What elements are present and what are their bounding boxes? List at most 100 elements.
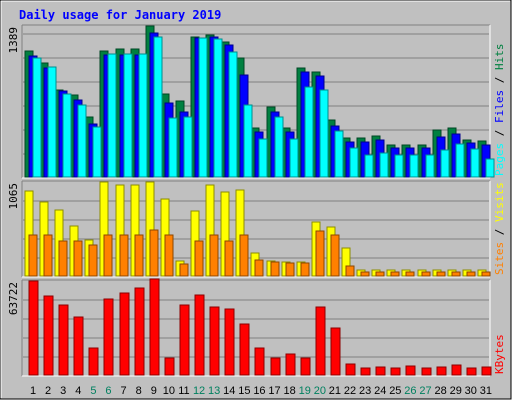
legend-entry-pages: Pages xyxy=(493,143,506,176)
bar-kbytes-day-1-16 xyxy=(254,347,265,376)
bar-kbytes-day-1-29 xyxy=(451,364,462,376)
legend: KBytes xyxy=(493,334,506,374)
bar-pages-day-3-26 xyxy=(409,154,419,178)
bar-pages-day-3-29 xyxy=(455,143,465,178)
x-tick-label: 21 xyxy=(329,385,341,397)
legend-separator: / xyxy=(493,70,506,90)
bar-sites-day-2-30 xyxy=(466,271,476,277)
x-tick-label: 11 xyxy=(178,385,189,397)
bar-sites-day-2-12 xyxy=(194,240,204,277)
bar-kbytes-day-1-20 xyxy=(315,306,326,376)
bar-pages-day-3-1 xyxy=(32,57,42,178)
bar-pages-day-3-14 xyxy=(228,51,238,178)
legend-entry-visits: Visits xyxy=(493,182,506,222)
x-tick-label: 5 xyxy=(90,385,96,397)
bar-sites-day-2-16 xyxy=(254,259,264,277)
bar-kbytes-day-1-21 xyxy=(330,327,341,376)
x-tick-label: 26 xyxy=(404,385,416,397)
bar-kbytes-day-1-13 xyxy=(209,306,220,376)
x-tick-label: 9 xyxy=(151,385,157,397)
bar-sites-day-2-23 xyxy=(360,271,370,277)
x-tick-label: 22 xyxy=(344,385,356,397)
bar-pages-day-3-16 xyxy=(258,138,268,178)
bar-sites-day-2-11 xyxy=(179,263,189,277)
bar-kbytes-day-1-9 xyxy=(149,278,160,376)
bar-sites-day-2-22 xyxy=(345,265,355,277)
bar-kbytes-day-1-7 xyxy=(119,292,130,376)
bar-sites-day-2-19 xyxy=(300,262,310,277)
bar-kbytes-day-1-12 xyxy=(194,294,205,376)
legend: Pages / Files / Hits xyxy=(493,44,506,177)
bar-pages-day-3-3 xyxy=(62,93,72,178)
bar-kbytes-day-1-8 xyxy=(134,287,145,376)
bar-kbytes-day-1-22 xyxy=(345,363,356,376)
x-tick-label: 7 xyxy=(121,385,127,397)
bar-sites-day-2-6 xyxy=(103,234,113,277)
panel-2: 1065 Sites / Visits xyxy=(7,180,506,278)
x-tick-label: 19 xyxy=(299,385,311,397)
bar-sites-day-2-21 xyxy=(330,234,340,277)
legend-entry-kbytes: KBytes xyxy=(493,334,506,374)
bar-kbytes-day-1-19 xyxy=(300,357,311,376)
bar-pages-day-3-17 xyxy=(274,116,284,178)
x-axis-labels: 1 2 3 4 5 6 7 8 9 10 11 12 13 14 15 16 17 18 19 20 21 22 23 24 2… xyxy=(30,385,492,397)
bar-kbytes-day-1-1 xyxy=(28,280,39,376)
bar-pages-day-3-24 xyxy=(379,152,389,178)
bar-kbytes-day-1-25 xyxy=(390,367,401,376)
bar-pages-day-3-28 xyxy=(440,149,450,178)
x-tick-label: 16 xyxy=(253,385,265,397)
x-tick-label: 10 xyxy=(163,385,175,397)
legend-entry-hits: Hits xyxy=(493,44,506,71)
y-max-label: 1065 xyxy=(7,183,20,210)
x-tick-label: 8 xyxy=(136,385,142,397)
bar-kbytes-day-1-3 xyxy=(58,304,69,376)
bar-kbytes-day-1-11 xyxy=(179,304,190,376)
bar-sites-day-2-28 xyxy=(436,271,446,277)
bar-kbytes-day-1-10 xyxy=(164,357,175,376)
bar-pages-day-3-22 xyxy=(349,147,359,178)
bar-sites-day-2-4 xyxy=(73,240,83,277)
x-tick-label: 20 xyxy=(314,385,326,397)
y-max-label: 63722 xyxy=(7,282,20,315)
bar-pages-day-3-21 xyxy=(334,130,344,178)
bar-kbytes-day-1-17 xyxy=(270,357,281,376)
bar-kbytes-day-1-26 xyxy=(405,365,416,376)
bar-pages-day-3-13 xyxy=(213,38,223,178)
bar-pages-day-3-30 xyxy=(470,148,480,178)
bar-sites-day-2-1 xyxy=(28,234,38,277)
panel-3: 63722 KBytes xyxy=(7,278,506,377)
bar-sites-day-2-26 xyxy=(405,271,415,277)
x-tick-label: 15 xyxy=(238,385,250,397)
bar-pages-day-3-18 xyxy=(289,138,299,178)
legend-entry-files: Files xyxy=(493,90,506,123)
bar-kbytes-day-1-23 xyxy=(360,367,371,376)
bar-pages-day-3-2 xyxy=(47,66,57,178)
bar-kbytes-day-1-18 xyxy=(285,353,296,376)
x-tick-label: 18 xyxy=(284,385,296,397)
bar-sites-day-2-17 xyxy=(270,261,280,277)
bar-sites-day-2-9 xyxy=(149,229,159,277)
bar-pages-day-3-15 xyxy=(243,104,253,178)
bar-sites-day-2-13 xyxy=(209,234,219,277)
bar-pages-day-3-7 xyxy=(123,53,133,178)
x-tick-label: 28 xyxy=(434,385,446,397)
bar-pages-day-3-6 xyxy=(107,53,117,178)
bar-pages-day-3-31 xyxy=(485,158,495,178)
bar-pages-day-3-8 xyxy=(138,53,148,178)
x-tick-label: 4 xyxy=(75,385,81,397)
bar-kbytes-day-1-6 xyxy=(103,298,114,376)
bar-sites-day-2-31 xyxy=(481,271,491,277)
x-tick-label: 30 xyxy=(465,385,477,397)
bar-pages-day-3-27 xyxy=(425,154,435,178)
chart-panels: 1389 Pages / Files / Hits 1065 Sites / Visi… xyxy=(7,24,506,377)
x-tick-label: 25 xyxy=(389,385,401,397)
bar-kbytes-day-1-28 xyxy=(436,366,447,376)
bar-kbytes-day-1-14 xyxy=(224,308,235,376)
bar-sites-day-2-25 xyxy=(390,271,400,277)
bar-kbytes-day-1-27 xyxy=(421,367,432,376)
x-tick-label: 6 xyxy=(105,385,111,397)
bar-sites-day-2-3 xyxy=(58,240,68,277)
x-tick-label: 27 xyxy=(419,385,431,397)
bar-sites-day-2-27 xyxy=(421,271,431,277)
